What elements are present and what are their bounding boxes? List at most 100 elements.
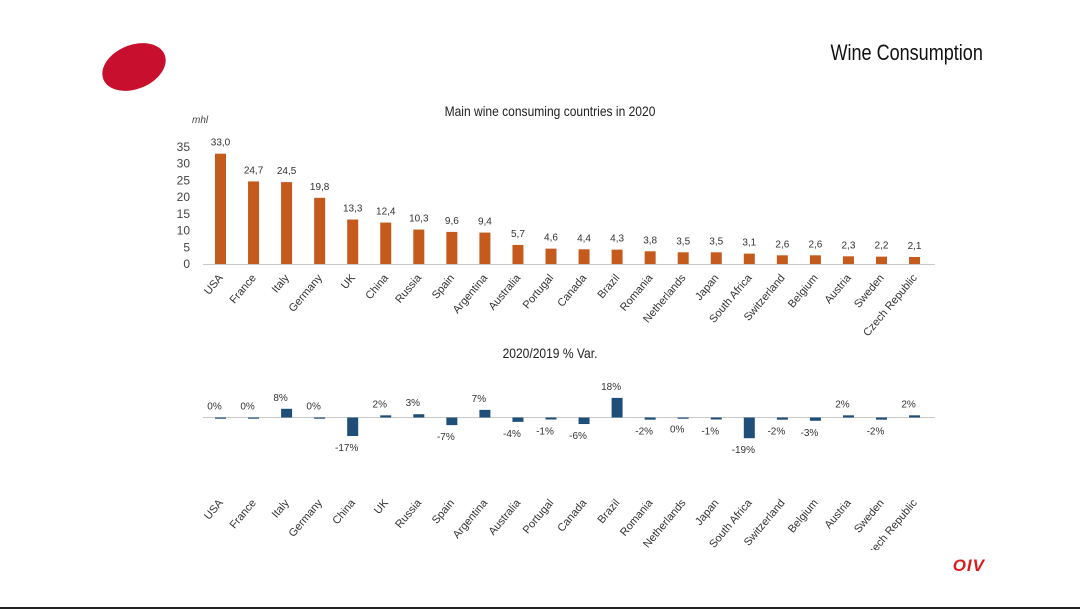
bar-sweden — [876, 256, 887, 264]
bar-south-africa — [743, 253, 755, 264]
data-label: 0% — [306, 402, 321, 413]
category-label: Japan — [693, 272, 721, 303]
bar-spain — [446, 231, 458, 264]
bar-brazil — [611, 249, 623, 264]
bar-canada — [578, 249, 590, 264]
bar-switzerland — [776, 417, 788, 420]
category-label: Italy — [270, 272, 292, 296]
data-label: 12,4 — [376, 207, 396, 218]
variation-bar-chart: 0% USA 0% France 8% Italy 0% Germany -17% China 2%… — [202, 382, 935, 550]
bar-south-africa — [743, 417, 755, 439]
bar-belgium — [809, 417, 821, 421]
bar-romania — [644, 251, 656, 264]
data-label: 0% — [207, 402, 222, 413]
data-label: 4,6 — [544, 233, 558, 244]
category-label: Argentina — [451, 497, 491, 541]
data-label: 13,3 — [343, 204, 363, 215]
data-label: 24,5 — [277, 166, 297, 177]
data-label: -7% — [437, 432, 455, 443]
bar-germany — [314, 197, 326, 264]
oiv-brand-logo: OIV — [952, 556, 985, 575]
data-label: 10,3 — [409, 214, 429, 225]
y-tick-label: 35 — [177, 140, 191, 154]
category-label: Spain — [430, 497, 457, 526]
y-tick-label: 10 — [177, 224, 191, 238]
category-label: USA — [202, 272, 226, 298]
data-label: -1% — [536, 427, 554, 438]
bar-switzerland — [776, 255, 788, 264]
category-label: Canada — [555, 272, 590, 310]
slide-title: Wine Consumption — [830, 40, 983, 65]
data-label: 3,5 — [676, 236, 690, 247]
bar-sweden — [876, 417, 887, 420]
data-label: 2,3 — [841, 240, 855, 251]
data-label: -4% — [503, 429, 521, 440]
data-label: -6% — [569, 431, 587, 442]
category-label: Argentina — [451, 272, 491, 316]
data-label: 19,8 — [310, 182, 330, 193]
bar-russia — [413, 229, 425, 264]
data-label: 3,5 — [709, 236, 723, 247]
data-label: 9,4 — [478, 217, 492, 228]
data-label: -19% — [732, 445, 755, 456]
data-label: 2,6 — [775, 239, 789, 250]
bar-portugal — [545, 248, 557, 264]
category-label: Russia — [393, 272, 424, 306]
bar-usa — [215, 417, 226, 419]
category-label: China — [330, 497, 358, 527]
category-label: China — [363, 272, 391, 302]
data-label: 4,3 — [610, 234, 624, 245]
bar-netherlands — [677, 252, 689, 264]
bar-czech-republic — [909, 256, 921, 264]
y-tick-label: 30 — [177, 157, 191, 171]
y-tick-label: 25 — [177, 173, 191, 187]
category-label: Japan — [693, 497, 721, 528]
bar-australia — [512, 417, 524, 422]
category-label: Austria — [823, 272, 855, 307]
bar-china — [347, 417, 359, 437]
data-label: -2% — [867, 427, 885, 438]
data-label: 3,8 — [643, 235, 657, 246]
data-label: 4,4 — [577, 233, 591, 244]
category-label: Belgium — [786, 272, 821, 310]
data-label: 0% — [670, 425, 685, 436]
data-label: -3% — [801, 428, 819, 439]
category-label: France — [228, 272, 259, 306]
bar-russia — [413, 414, 425, 418]
y-tick-label: 0 — [183, 257, 190, 271]
data-label: 2% — [373, 399, 388, 410]
y-tick-label: 15 — [177, 207, 191, 221]
category-label: Spain — [430, 272, 457, 301]
bar-czech-republic — [909, 415, 921, 418]
category-label: Portugal — [521, 497, 557, 536]
category-label: UK — [372, 497, 391, 517]
data-label: -17% — [335, 443, 358, 454]
category-label: Germany — [287, 272, 326, 315]
bar-romania — [644, 417, 656, 420]
category-label: France — [228, 497, 259, 531]
data-label: 24,7 — [244, 165, 264, 176]
bar-argentina — [479, 232, 491, 264]
data-label: 5,7 — [511, 229, 525, 240]
bar-france — [248, 181, 260, 264]
category-label: Australia — [487, 272, 524, 313]
data-label: -2% — [635, 427, 653, 438]
y-tick-label: 20 — [177, 190, 191, 204]
bar-spain — [446, 417, 458, 426]
data-label: 8% — [273, 393, 288, 404]
bar-austria — [842, 256, 854, 264]
consumption-chart-title: Main wine consuming countries in 2020 — [444, 103, 656, 119]
bar-japan — [710, 417, 722, 420]
data-label: 9,6 — [445, 216, 459, 227]
data-label: 2,1 — [908, 241, 922, 252]
bar-australia — [512, 244, 524, 264]
data-label: 2% — [835, 399, 850, 410]
bar-france — [248, 417, 260, 419]
bar-portugal — [545, 417, 557, 420]
data-label: 3% — [406, 398, 421, 409]
category-label: Russia — [393, 497, 424, 531]
category-label: Belgium — [786, 497, 821, 535]
bar-uk — [347, 219, 359, 264]
category-label: Canada — [555, 497, 590, 535]
category-label: Sweden — [852, 272, 887, 310]
